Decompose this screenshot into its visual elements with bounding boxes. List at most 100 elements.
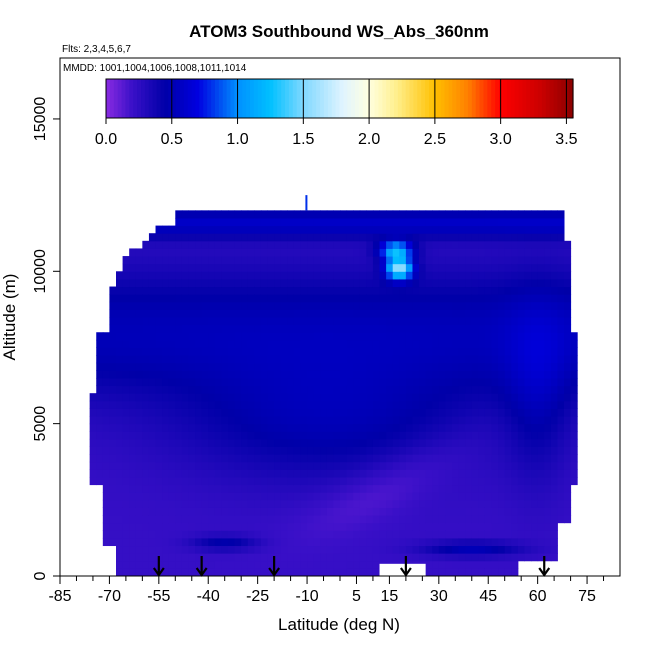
curtain-cell	[550, 408, 558, 417]
curtain-cell	[287, 210, 295, 219]
curtain-cell	[471, 568, 479, 576]
curtain-cell	[366, 332, 374, 341]
curtain-cell	[234, 423, 242, 432]
curtain-cell	[333, 347, 341, 356]
curtain-cell	[498, 461, 506, 470]
curtain-cell	[260, 210, 269, 219]
curtain-cell	[517, 355, 525, 364]
curtain-cell	[142, 553, 150, 562]
curtain-cell	[412, 225, 420, 234]
curtain-cell	[260, 408, 269, 417]
curtain-cell	[432, 385, 440, 394]
curtain-cell	[142, 537, 150, 547]
curtain-cell	[293, 271, 301, 280]
curtain-cell	[372, 423, 381, 432]
curtain-cell	[412, 355, 420, 364]
curtain-cell	[511, 278, 519, 288]
curtain-cell	[570, 461, 578, 470]
curtain-cell	[135, 560, 143, 569]
curtain-cell	[155, 393, 163, 402]
curtain-cell	[353, 560, 361, 569]
curtain-cell	[307, 537, 315, 547]
curtain-cell	[162, 317, 170, 326]
curtain-cell	[452, 362, 460, 371]
curtain-cell	[260, 438, 269, 447]
curtain-cell	[445, 545, 453, 554]
curtain-cell	[287, 355, 295, 364]
curtain-cell	[498, 240, 506, 249]
curtain-cell	[208, 210, 216, 219]
curtain-cell	[504, 469, 512, 478]
curtain-cell	[392, 309, 400, 318]
curtain-cell	[320, 438, 328, 447]
curtain-cell	[142, 515, 150, 524]
curtain-cell	[531, 370, 539, 379]
curtain-cell	[458, 553, 466, 562]
curtain-cell	[557, 385, 565, 394]
curtain-cell	[326, 515, 334, 524]
curtain-cell	[504, 568, 512, 576]
colorbar-segment	[242, 79, 247, 118]
curtain-cell	[484, 393, 493, 402]
curtain-cell	[181, 522, 189, 531]
curtain-cell	[392, 461, 400, 470]
curtain-cell	[122, 545, 130, 554]
curtain-cell	[168, 339, 176, 348]
curtain-cell	[326, 469, 334, 478]
curtain-cell	[425, 446, 433, 455]
curtain-cell	[142, 568, 150, 576]
curtain-cell	[465, 217, 473, 227]
curtain-cell	[425, 423, 433, 432]
curtain-cell	[129, 309, 137, 318]
curtain-cell	[260, 355, 269, 364]
curtain-cell	[208, 499, 216, 508]
curtain-cell	[438, 393, 446, 402]
curtain-cell	[452, 286, 460, 295]
curtain-cell	[188, 210, 196, 219]
curtain-cell	[293, 294, 301, 303]
curtain-cell	[320, 423, 328, 432]
curtain-cell	[260, 240, 269, 249]
curtain-cell	[313, 362, 321, 371]
curtain-cell	[333, 560, 341, 569]
curtain-cell	[195, 431, 203, 440]
curtain-cell	[517, 271, 525, 280]
curtain-cell	[419, 515, 427, 524]
curtain-cell	[254, 271, 262, 280]
curtain-cell	[498, 416, 506, 425]
curtain-cell	[346, 560, 354, 569]
curtain-cell	[155, 324, 163, 333]
curtain-cell	[260, 469, 269, 478]
curtain-cell	[478, 461, 486, 470]
curtain-cell	[221, 271, 229, 280]
curtain-cell	[300, 545, 308, 554]
curtain-cell	[148, 423, 157, 432]
curtain-cell	[471, 499, 479, 508]
curtain-cell	[346, 301, 354, 310]
curtain-cell	[293, 324, 301, 333]
curtain-cell	[274, 370, 282, 379]
curtain-cell	[531, 377, 539, 387]
curtain-cell	[392, 317, 400, 326]
curtain-cell	[478, 553, 486, 562]
curtain-cell	[564, 400, 572, 409]
curtain-cell	[274, 515, 282, 524]
curtain-cell	[353, 339, 361, 348]
curtain-cell	[247, 545, 255, 554]
curtain-cell	[465, 522, 473, 531]
curtain-cell	[274, 332, 282, 341]
curtain-cell	[96, 431, 104, 440]
curtain-cell	[247, 522, 255, 531]
curtain-cell	[399, 339, 407, 348]
curtain-cell	[102, 339, 110, 348]
curtain-cell	[293, 431, 301, 440]
curtain-cell	[517, 324, 525, 333]
curtain-cell	[293, 568, 301, 576]
curtain-cell	[340, 408, 348, 417]
curtain-cell	[175, 286, 183, 295]
curtain-cell	[379, 339, 387, 348]
curtain-cell	[228, 294, 236, 303]
curtain-cell	[353, 233, 361, 242]
curtain-cell	[307, 507, 315, 516]
